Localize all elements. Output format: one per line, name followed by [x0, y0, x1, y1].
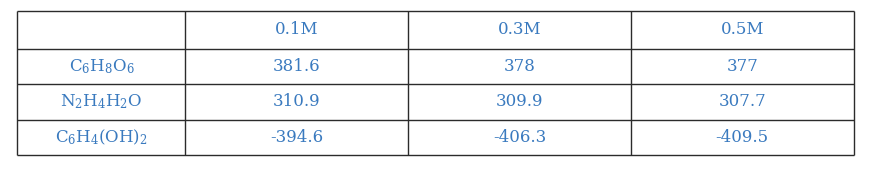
Text: 378: 378	[503, 58, 536, 75]
Text: 0.3M: 0.3M	[497, 21, 542, 38]
Text: -394.6: -394.6	[270, 129, 323, 146]
Text: 0.1M: 0.1M	[275, 21, 319, 38]
Text: $\mathregular{C_6H_8O_6}$: $\mathregular{C_6H_8O_6}$	[69, 57, 134, 76]
Text: 381.6: 381.6	[273, 58, 321, 75]
Text: 309.9: 309.9	[496, 93, 544, 110]
Text: 307.7: 307.7	[719, 93, 766, 110]
Text: $\mathregular{C_6H_4(OH)_2}$: $\mathregular{C_6H_4(OH)_2}$	[55, 127, 148, 147]
Text: 310.9: 310.9	[273, 93, 321, 110]
Text: 377: 377	[726, 58, 758, 75]
Text: -406.3: -406.3	[493, 129, 546, 146]
Text: $\mathregular{N_2H_4H_2O}$: $\mathregular{N_2H_4H_2O}$	[60, 93, 143, 111]
Text: -409.5: -409.5	[716, 129, 769, 146]
Text: 0.5M: 0.5M	[720, 21, 764, 38]
